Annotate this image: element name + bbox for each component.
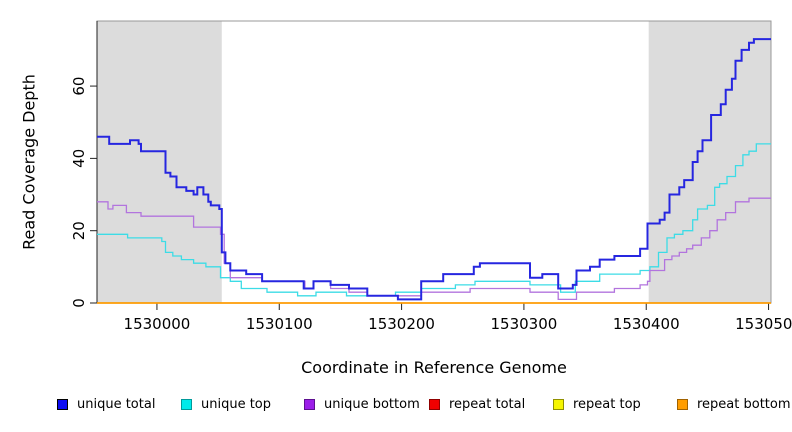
svg-text:0: 0	[70, 298, 88, 308]
legend-item-repeat-top: repeat top	[553, 397, 641, 412]
legend-item-unique-total: unique total	[57, 397, 155, 412]
svg-text:1530200: 1530200	[368, 315, 435, 333]
legend-item-unique-bottom: unique bottom	[304, 397, 420, 412]
x-axis-title: Coordinate in Reference Genome	[301, 358, 567, 377]
svg-text:60: 60	[70, 77, 88, 96]
legend: unique total unique top unique bottom re…	[0, 397, 792, 419]
svg-text:1530400: 1530400	[613, 315, 680, 333]
legend-swatch-unique-top	[181, 399, 192, 410]
svg-text:1530100: 1530100	[246, 315, 313, 333]
legend-swatch-repeat-top	[553, 399, 564, 410]
legend-swatch-unique-total	[57, 399, 68, 410]
svg-text:20: 20	[70, 221, 88, 240]
legend-label: unique bottom	[324, 397, 420, 412]
svg-text:1530000: 1530000	[124, 315, 191, 333]
legend-label: repeat top	[573, 397, 641, 412]
legend-swatch-repeat-total	[429, 399, 440, 410]
legend-label: unique total	[77, 397, 156, 412]
legend-label: unique top	[201, 397, 272, 412]
svg-text:40: 40	[70, 149, 88, 168]
legend-swatch-repeat-bottom	[677, 399, 688, 410]
legend-item-repeat-bottom: repeat bottom	[677, 397, 791, 412]
legend-label: repeat total	[449, 397, 526, 412]
svg-text:1530300: 1530300	[491, 315, 558, 333]
legend-label: repeat bottom	[697, 397, 791, 412]
legend-item-unique-top: unique top	[181, 397, 271, 412]
legend-item-repeat-total: repeat total	[429, 397, 525, 412]
legend-swatch-unique-bottom	[304, 399, 315, 410]
y-axis-title: Read Coverage Depth	[19, 74, 39, 250]
